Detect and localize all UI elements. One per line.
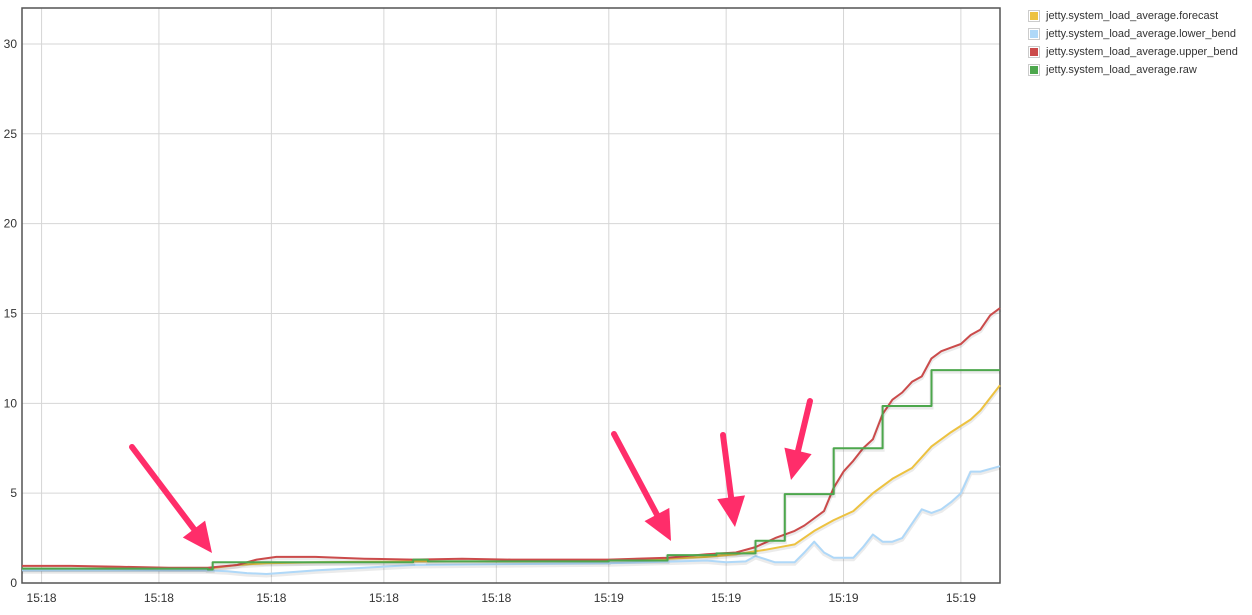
y-tick-label: 5: [10, 486, 17, 500]
y-axis-ticks: 0 5 10 15 20 25 30: [4, 37, 18, 590]
x-axis-ticks: 15:18 15:18 15:18 15:18 15:18 15:19 15:19 15:19…: [27, 591, 977, 605]
series-shadow-upper-bend: [22, 307, 1002, 572]
x-tick-label: 15:18: [144, 591, 174, 605]
x-tick-label: 15:19: [946, 591, 976, 605]
annotation-arrow: [717, 432, 745, 527]
series-shadow-lower-bend: [22, 465, 1001, 578]
annotation-arrow: [611, 431, 671, 541]
x-tick-label: 15:19: [711, 591, 741, 605]
legend-swatch: [1028, 64, 1040, 76]
annotation-arrow: [784, 398, 813, 480]
y-tick-label: 25: [4, 127, 18, 141]
legend-label: jetty.system_load_average.lower_bend: [1046, 28, 1236, 40]
legend-label: jetty.system_load_average.raw: [1046, 64, 1197, 76]
annotation-arrow: [129, 444, 212, 553]
legend-swatch: [1028, 28, 1040, 40]
series-line-lower-bend: [22, 465, 1001, 575]
series-line-forecast: [22, 384, 1001, 570]
legend-item-lower-bend: jetty.system_load_average.lower_bend: [1028, 25, 1238, 43]
x-tick-label: 15:19: [829, 591, 859, 605]
y-tick-label: 0: [10, 576, 17, 590]
x-tick-label: 15:18: [481, 591, 511, 605]
legend-label: jetty.system_load_average.upper_bend: [1046, 46, 1238, 58]
x-tick-label: 15:19: [594, 591, 624, 605]
y-tick-label: 15: [4, 306, 18, 320]
annotation-arrows: [129, 398, 813, 553]
y-tick-label: 10: [4, 396, 18, 410]
series-line-raw: [22, 369, 1000, 571]
legend-item-forecast: jetty.system_load_average.forecast: [1028, 7, 1238, 25]
series-shadow-raw: [22, 369, 1000, 573]
legend-swatch: [1028, 46, 1040, 58]
plot-frame: [21, 7, 1001, 584]
x-tick-label: 15:18: [27, 591, 57, 605]
grid-lines: [22, 8, 1000, 583]
legend-item-raw: jetty.system_load_average.raw: [1028, 61, 1238, 79]
legend-item-upper-bend: jetty.system_load_average.upper_bend: [1028, 43, 1238, 61]
legend: jetty.system_load_average.forecast jetty.…: [1028, 7, 1238, 79]
legend-label: jetty.system_load_average.forecast: [1046, 10, 1219, 22]
y-tick-label: 30: [4, 37, 18, 51]
legend-swatch: [1028, 10, 1040, 22]
x-tick-label: 15:18: [256, 591, 286, 605]
series-lines: [22, 307, 1002, 578]
series-line-upper-bend: [22, 307, 1001, 569]
series-shadow-forecast: [22, 385, 1002, 573]
y-tick-label: 20: [4, 217, 18, 231]
x-tick-label: 15:18: [369, 591, 399, 605]
